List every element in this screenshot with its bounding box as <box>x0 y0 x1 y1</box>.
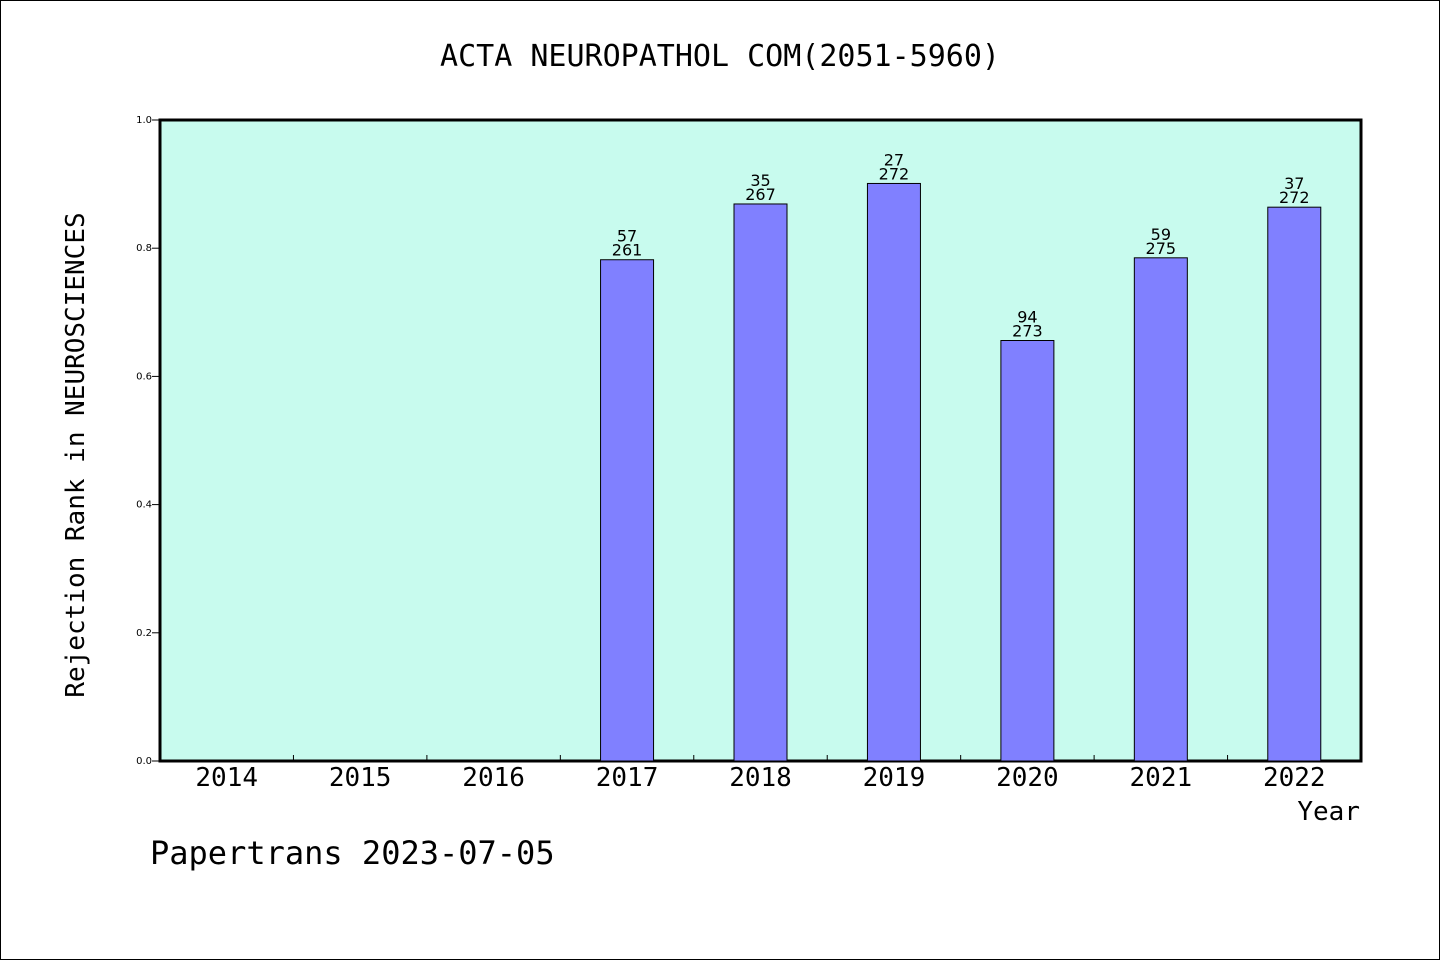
x-tick-label: 2016 <box>462 763 525 793</box>
x-tick-label: 2015 <box>329 763 392 793</box>
bar-total-label: 272 <box>1279 188 1310 207</box>
y-tick-label: 0.2 <box>136 628 152 639</box>
bar <box>866 182 921 762</box>
x-tick-label: 2019 <box>863 763 926 793</box>
y-tick-label: 0.6 <box>136 371 152 382</box>
bar-rank-label: 59 <box>1151 225 1171 244</box>
bar-rank-label: 57 <box>617 227 637 246</box>
x-tick-label: 2018 <box>729 763 792 793</box>
x-axis-label: Year <box>1297 797 1360 827</box>
x-tick-label: 2014 <box>195 763 258 793</box>
bar <box>600 259 655 762</box>
x-tick-label: 2017 <box>596 763 659 793</box>
bar-total-label: 267 <box>745 185 776 204</box>
x-tick-label: 2021 <box>1130 763 1193 793</box>
y-tick-label: 0.8 <box>136 243 152 254</box>
x-axis: 2014 2015 2016 2017 2018 2019 2020 2021 2022 <box>195 755 1326 793</box>
bar <box>733 203 788 762</box>
y-tick-label: 0.4 <box>136 500 152 511</box>
chart-title: ACTA NEUROPATHOL COM(2051-5960) <box>440 39 1000 74</box>
bar-total-label: 273 <box>1012 322 1043 341</box>
y-axis: 0.0 0.2 0.4 0.6 0.8 1.0 <box>136 115 160 767</box>
bar <box>1000 340 1055 762</box>
x-tick-label: 2022 <box>1263 763 1326 793</box>
bar-rank-label: 94 <box>1017 308 1037 327</box>
bar-rank-label: 37 <box>1284 174 1304 193</box>
bar-rank-label: 27 <box>884 150 904 169</box>
bar <box>1267 206 1322 762</box>
bar-series <box>600 182 1322 762</box>
y-tick-label: 0.0 <box>136 756 152 767</box>
bar-total-label: 261 <box>612 241 643 260</box>
bar-total-label: 275 <box>1146 239 1177 258</box>
x-tick-label: 2020 <box>996 763 1059 793</box>
bar-total-label: 272 <box>879 164 910 183</box>
bar-rank-label: 35 <box>750 171 770 190</box>
bar <box>1133 257 1188 762</box>
footer-credit: Papertrans 2023-07-05 <box>150 834 555 872</box>
y-tick-label: 1.0 <box>136 115 152 126</box>
y-axis-label: Rejection Rank in NEUROSCIENCES <box>61 212 91 697</box>
